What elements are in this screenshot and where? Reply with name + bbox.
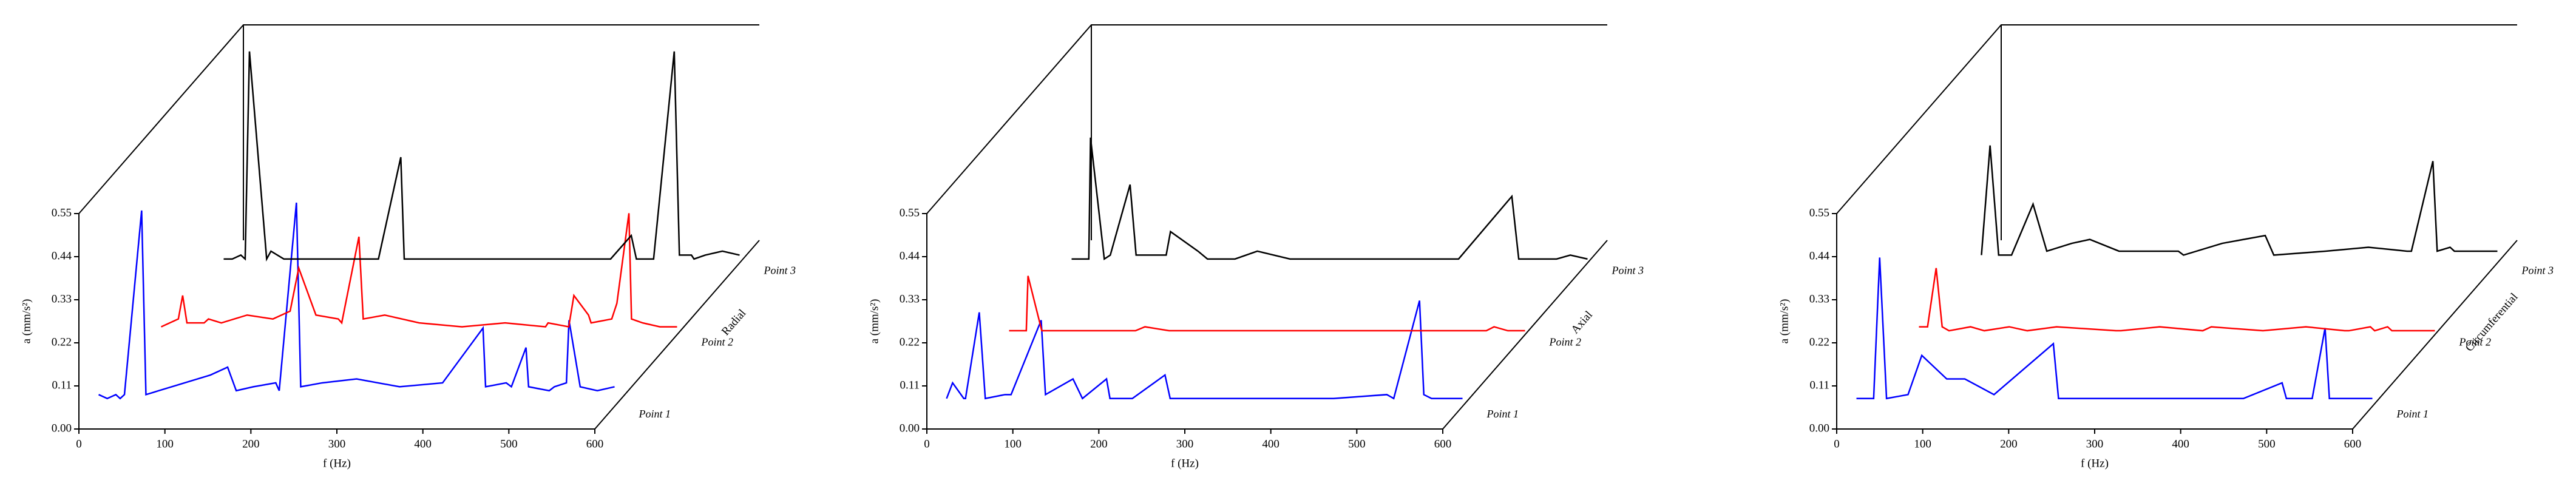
spectrum-line [1009,275,1525,332]
x-tick-label: 500 [2258,437,2276,450]
x-tick-label: 400 [414,437,432,450]
x-tick-label: 0 [76,437,82,450]
x-tick-label: 500 [500,437,518,450]
y-tick-label: 0.33 [52,292,72,305]
x-tick-label: 200 [242,437,260,450]
y-tick-label: 0.00 [52,422,72,434]
z-axis-label: Radial [719,307,748,338]
x-axis-label: f (Hz) [1171,457,1199,470]
y-tick-label: 0.22 [1809,336,1829,348]
series-label: Point 3 [1611,264,1644,276]
y-tick-label: 0.44 [900,249,920,262]
x-tick-label: 0 [1834,437,1840,450]
y-tick-label: 0.44 [1809,249,1830,262]
spectrum-line [223,51,740,262]
x-tick-label: 100 [156,437,174,450]
series-label: Point 2 [2459,336,2492,348]
axis-frame [1836,24,2518,430]
series-label: Point 2 [701,336,734,348]
panel: 0.00 0.11 0.22 0.33 0.44 0.55 0 100 200 300 400 500… [1778,24,2554,470]
x-tick-label: 400 [1262,437,1280,450]
spectrum-line [1919,268,2435,332]
z-axis-label: Axial [1568,309,1595,337]
y-tick-label: 0.33 [900,292,920,305]
series-label: Point 1 [639,408,671,420]
spectrum-line [1856,257,2373,400]
y-tick-label: 0.44 [52,249,72,262]
series-label: Point 1 [2396,408,2429,420]
x-tick-label: 100 [1914,437,1931,450]
x-tick-label: 500 [1348,437,1366,450]
x-tick-label: 400 [2172,437,2189,450]
axis-frame [926,24,1608,430]
spectrum-line [946,300,1463,400]
y-tick-label: 0.00 [900,422,920,434]
spectrum-line [160,213,677,328]
x-tick-label: 100 [1004,437,1022,450]
y-tick-label: 0.55 [900,206,920,219]
y-tick-label: 0.11 [900,379,920,391]
x-tick-label: 200 [2000,437,2018,450]
x-axis-label: f (Hz) [323,457,351,470]
x-tick-label: 600 [1434,437,1452,450]
panel: 0.00 0.11 0.22 0.33 0.44 0.55 0 100 200 300 400 500… [20,24,796,470]
series-label: Point 3 [763,264,796,276]
series-label: Point 1 [1486,408,1519,420]
x-tick-label: 0 [924,437,930,450]
x-tick-label: 200 [1090,437,1108,450]
x-tick-label: 600 [2344,437,2362,450]
y-tick-label: 0.22 [52,336,72,348]
x-tick-label: 300 [2086,437,2104,450]
series-label: Point 2 [1549,336,1582,348]
x-tick-label: 300 [328,437,346,450]
y-tick-label: 0.55 [1809,206,1829,219]
x-axis-label: f (Hz) [2081,457,2109,470]
y-tick-label: 0.11 [52,379,72,391]
spectrum-line [98,202,615,400]
spectrum-line [1981,145,2498,256]
y-tick-label: 0.22 [900,336,920,348]
x-tick-label: 300 [1176,437,1194,450]
y-tick-label: 0.11 [1809,379,1829,391]
spectrum-line [1071,137,1588,261]
y-axis-label: a (mm/s²) [1778,299,1791,344]
y-axis-label: a (mm/s²) [20,299,33,344]
y-tick-label: 0.33 [1809,292,1829,305]
y-tick-label: 0.00 [1809,422,1829,434]
x-tick-label: 600 [586,437,604,450]
series-label: Point 3 [2521,264,2554,276]
y-tick-label: 0.55 [52,206,72,219]
panel: 0.00 0.11 0.22 0.33 0.44 0.55 0 100 200 300 400 500… [868,24,1644,470]
y-axis-label: a (mm/s²) [868,299,881,344]
